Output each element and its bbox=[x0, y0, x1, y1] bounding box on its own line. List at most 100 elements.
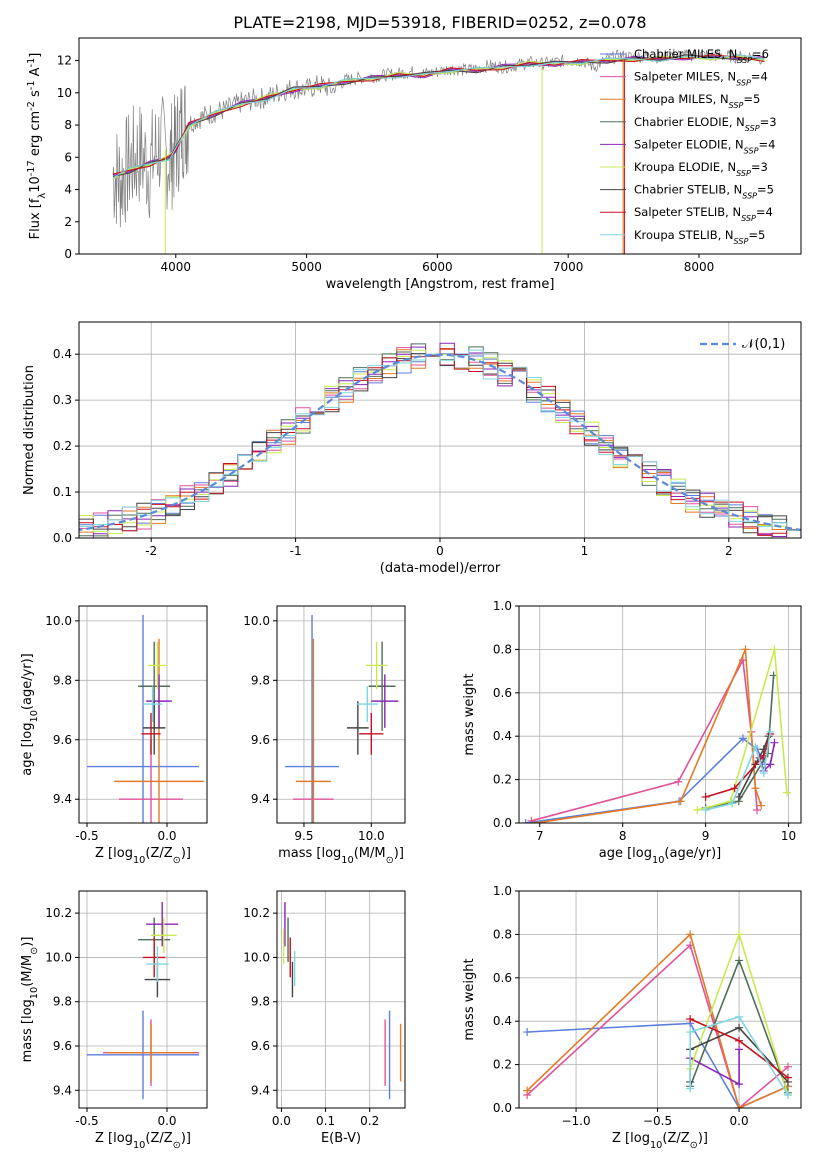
weight-line bbox=[525, 737, 767, 823]
x-tick-label: 10.0 bbox=[358, 829, 385, 843]
errorbar-point bbox=[359, 713, 384, 755]
y-tick-label: 0.0 bbox=[493, 1101, 512, 1115]
x-tick-label: 5000 bbox=[291, 260, 322, 274]
y-tick-label: 0.4 bbox=[493, 1014, 512, 1028]
legend-label: Salpeter MILES, NSSP=4 bbox=[634, 70, 768, 88]
y-axis-label: mass weight bbox=[462, 673, 477, 755]
errorbar-point bbox=[285, 614, 339, 823]
weight-marker bbox=[686, 1015, 695, 1024]
y-axis-label: age [log10(age/yr)] bbox=[20, 653, 40, 776]
panel-residuals: 𝒩(0,1) -2 -1 0 1 2 0.0 0.1 0.2 0.3 0.4 (data-model)… bbox=[22, 321, 802, 576]
x-tick-label: 2 bbox=[725, 544, 733, 558]
errorbar-point bbox=[368, 641, 396, 731]
y-tick-label: 9.6 bbox=[251, 733, 270, 747]
x-tick-label: 0.0 bbox=[157, 1114, 176, 1128]
legend: 𝒩(0,1) bbox=[700, 337, 785, 352]
y-tick-label: 1.0 bbox=[493, 599, 512, 613]
axes-frame bbox=[276, 605, 406, 824]
weight-series bbox=[701, 730, 775, 801]
weight-marker bbox=[735, 1045, 744, 1054]
weight-line bbox=[689, 1015, 789, 1096]
plot-area bbox=[87, 614, 204, 823]
figure-title: PLATE=2198, MJD=53918, FIBERID=0252, z=0… bbox=[233, 13, 646, 32]
y-tick-label: 1.0 bbox=[493, 884, 512, 898]
plot-area bbox=[521, 645, 791, 823]
y-tick-label: 10.2 bbox=[45, 906, 72, 920]
errorbar-point bbox=[371, 674, 399, 728]
x-axis-label: Z [log10(Z/Z⊙)] bbox=[612, 1131, 708, 1151]
legend-label: Kroupa STELIB, NSSP=5 bbox=[634, 228, 765, 246]
errorbar-point bbox=[119, 739, 183, 823]
y-tick-label: 10.0 bbox=[45, 950, 72, 964]
errorbar-point bbox=[143, 937, 166, 978]
y-axis-label: Flux [fλ10-17 erg cm-2 s-1 A-1] bbox=[26, 53, 48, 240]
weight-marker bbox=[735, 930, 744, 939]
y-tick-label: 9.6 bbox=[251, 1039, 270, 1053]
weight-marker bbox=[735, 956, 744, 965]
y-tick-label: 9.4 bbox=[53, 792, 72, 806]
errorbar-point bbox=[151, 917, 177, 953]
panel-mass-vs-z: -0.5 0.0 9.4 9.6 9.8 10.0 10.2 Z [log10(Z/Z⊙)] m… bbox=[20, 890, 208, 1151]
x-tick-label: -2 bbox=[145, 544, 157, 558]
y-tick-label: 0.6 bbox=[493, 686, 512, 700]
weight-marker bbox=[753, 805, 762, 814]
panel-weight-vs-age: 7 8 9 10 0.0 0.2 0.4 0.6 0.8 1.0 age [log10(age/yr… bbox=[462, 599, 802, 866]
weight-marker bbox=[770, 645, 779, 654]
weight-series bbox=[531, 645, 766, 823]
weight-series bbox=[701, 727, 775, 814]
x-tick-label: 0.2 bbox=[360, 1114, 379, 1128]
y-tick-label: 9.8 bbox=[53, 995, 72, 1009]
x-tick-label: −1.0 bbox=[561, 1114, 590, 1128]
y-tick-label: 9.8 bbox=[251, 995, 270, 1009]
plot-area bbox=[285, 614, 399, 823]
x-tick-label: 0.0 bbox=[272, 1114, 291, 1128]
weight-marker bbox=[686, 1028, 695, 1037]
y-tick-label: 0.8 bbox=[493, 642, 512, 656]
panel-spectrum: Chabrier MILES, NSSP=6 Salpeter MILES, NS… bbox=[26, 37, 802, 292]
weight-marker bbox=[759, 769, 768, 778]
x-tick-label: -0.5 bbox=[75, 829, 98, 843]
weight-marker bbox=[735, 1036, 744, 1045]
y-tick-label: 0.2 bbox=[493, 1058, 512, 1072]
x-tick-label: 7000 bbox=[553, 260, 584, 274]
x-tick-label: 8 bbox=[619, 829, 627, 843]
errorbar-point bbox=[356, 686, 379, 722]
y-tick-label: 9.4 bbox=[53, 1083, 72, 1097]
errorbar-point bbox=[146, 946, 169, 982]
weight-series bbox=[686, 1012, 792, 1099]
x-axis-label: (data-model)/error bbox=[380, 561, 501, 576]
weight-marker bbox=[523, 1086, 532, 1095]
panel-age-vs-mass: 9.5 10.0 9.4 9.6 9.8 10.0 mass [log10(M/M⊙)] bbox=[243, 605, 406, 866]
y-tick-label: 0.4 bbox=[53, 347, 72, 361]
weight-marker bbox=[701, 805, 710, 814]
axes-frame bbox=[518, 605, 802, 824]
weight-marker bbox=[527, 816, 536, 823]
y-tick-label: 0.0 bbox=[53, 531, 72, 545]
y-tick-label: 8 bbox=[64, 118, 72, 132]
legend-label: Kroupa ELODIE, NSSP=3 bbox=[634, 160, 768, 178]
weight-marker bbox=[735, 1023, 744, 1032]
x-tick-label: 1 bbox=[581, 544, 589, 558]
model-spectrum-line bbox=[112, 54, 765, 179]
y-axis-label: mass [log10(M/M⊙)] bbox=[20, 937, 40, 1063]
weight-marker bbox=[783, 1062, 792, 1071]
y-tick-label: 9.6 bbox=[53, 733, 72, 747]
weight-marker bbox=[751, 784, 760, 793]
x-tick-label: 9 bbox=[702, 829, 710, 843]
plot-area bbox=[79, 342, 801, 538]
y-tick-label: 10.0 bbox=[243, 614, 270, 628]
y-tick-label: 9.8 bbox=[53, 673, 72, 687]
weight-marker bbox=[523, 1028, 532, 1037]
weight-line bbox=[705, 675, 775, 809]
y-axis-label: Normed distribution bbox=[22, 365, 37, 495]
x-tick-label: 10 bbox=[781, 829, 796, 843]
weight-line bbox=[697, 649, 788, 811]
panel-mass-vs-ebv: 0.0 0.1 0.2 9.4 9.6 9.8 10.0 10.2 E(B-V) bbox=[243, 890, 406, 1146]
histogram-step bbox=[79, 349, 801, 531]
x-tick-label: 9.5 bbox=[294, 829, 313, 843]
axes-frame bbox=[518, 890, 802, 1109]
errorbar-point bbox=[107, 1023, 195, 1082]
weight-marker bbox=[531, 819, 540, 823]
errorbar-point bbox=[146, 902, 179, 947]
x-tick-label: 7 bbox=[536, 829, 544, 843]
